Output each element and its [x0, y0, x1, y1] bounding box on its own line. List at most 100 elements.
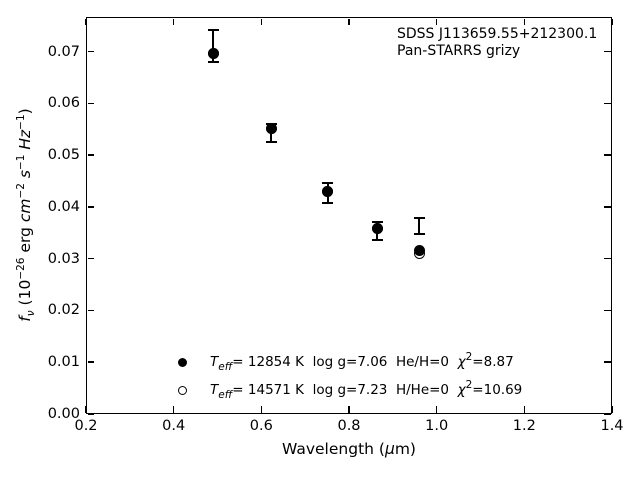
x-tick-label: 0.6	[249, 418, 273, 434]
error-bar	[418, 217, 421, 235]
y-axis-unit-text: (10	[16, 279, 34, 311]
y-tick-label: 0.07	[47, 43, 80, 60]
x-tick	[348, 406, 350, 413]
error-bar-cap-top	[413, 216, 425, 219]
data-point-filled-circle	[265, 123, 277, 135]
exponent-1b: −1	[15, 114, 27, 130]
chi-symbol: χ	[457, 382, 466, 398]
y-tick-right	[604, 309, 611, 312]
cm-text: cm	[16, 198, 34, 223]
chi-exponent: 2	[465, 351, 473, 363]
error-bar	[212, 29, 215, 63]
nu-subscript: ν	[25, 310, 37, 317]
error-bar-cap-top	[207, 28, 219, 31]
x-tick-label: 0.2	[74, 418, 98, 434]
y-tick-right	[604, 50, 611, 53]
x-tick-label: 0.8	[337, 418, 361, 434]
y-tick-label: 0.05	[47, 147, 80, 164]
y-tick	[87, 257, 94, 260]
teff-subscript: eff	[218, 361, 233, 373]
annotation-survey-name: Pan-STARRS grizy	[397, 43, 521, 59]
teff-symbol: T	[210, 354, 219, 370]
y-tick-label: 0.01	[47, 354, 80, 371]
x-tick-label: 0.4	[162, 418, 186, 434]
y-tick-right	[604, 102, 611, 105]
model2-params: = 14571 K log g=7.23 H/He=0	[232, 382, 458, 398]
x-tick-top	[523, 18, 526, 25]
error-bar-cap-bottom	[265, 141, 277, 144]
x-tick-label: 1.0	[425, 418, 449, 434]
x-tick	[260, 406, 263, 413]
y-axis-close-paren: )	[16, 108, 34, 115]
y-tick	[87, 309, 94, 312]
x-axis-label: Wavelength (μm)	[86, 440, 612, 458]
y-tick-label: 0.03	[47, 250, 80, 267]
x-tick-top	[348, 18, 350, 25]
chi-symbol: χ	[457, 354, 466, 370]
error-bar-cap-bottom	[413, 233, 425, 236]
model1-params: = 12854 K log g=7.06 He/H=0	[232, 354, 458, 370]
y-tick-label: 0.04	[47, 198, 80, 215]
x-axis-label-unit: m)	[394, 440, 416, 458]
data-point-filled-circle	[413, 245, 425, 257]
x-tick	[435, 406, 438, 413]
exponent-2: −2	[15, 183, 27, 199]
x-tick-label: 1.4	[600, 418, 624, 434]
error-bar-cap-bottom	[207, 61, 219, 64]
erg-text: erg	[16, 222, 34, 258]
error-bar-cap-top	[322, 181, 334, 184]
x-axis-label-text: Wavelength (	[282, 440, 385, 458]
annotation: SDSS J113659.55+212300.1 Pan-STARRS griz…	[397, 26, 597, 60]
error-bar-cap-bottom	[371, 238, 383, 241]
x-tick	[172, 406, 175, 413]
y-tick-label: 0.06	[47, 95, 80, 112]
legend-row-model1: Teff= 12854 K log g=7.06 He/H=0 χ2=8.87	[178, 348, 522, 376]
x-tick-top	[172, 18, 175, 25]
x-tick-top	[260, 18, 263, 25]
y-tick	[87, 102, 94, 105]
y-tick-right	[604, 413, 611, 415]
x-tick-top	[85, 18, 87, 25]
error-bar-cap-top	[371, 220, 383, 223]
legend-model2-label: Teff= 14571 K log g=7.23 H/He=0 χ2=10.69	[210, 379, 522, 401]
legend-row-model2: Teff= 14571 K log g=7.23 H/He=0 χ2=10.69	[178, 376, 522, 404]
y-tick	[87, 50, 94, 53]
data-point-filled-circle	[322, 185, 334, 197]
exponent-1a: −1	[15, 154, 27, 171]
y-tick-label: 0.02	[47, 302, 80, 319]
plot-area	[86, 17, 612, 414]
y-tick-right	[604, 206, 611, 208]
f-symbol: f	[16, 316, 34, 322]
mu-symbol: μ	[384, 440, 395, 458]
teff-symbol: T	[210, 382, 219, 398]
y-tick	[87, 154, 94, 156]
data-point-filled-circle	[207, 48, 219, 60]
x-tick-top	[611, 18, 613, 25]
model1-chi2-value: =8.87	[472, 354, 514, 370]
teff-subscript: eff	[218, 389, 233, 401]
y-tick	[87, 413, 94, 415]
filled-circle-icon	[178, 357, 187, 367]
x-tick	[85, 406, 87, 413]
error-bar-cap-bottom	[322, 202, 334, 205]
hz-text: Hz	[16, 129, 34, 155]
y-tick-label: 0.00	[47, 406, 80, 422]
data-point-filled-circle	[371, 223, 383, 235]
y-tick	[87, 206, 94, 208]
open-circle-icon	[178, 385, 187, 395]
exponent-26: −26	[15, 257, 27, 280]
x-tick-top	[435, 18, 438, 25]
y-tick	[87, 361, 94, 363]
y-tick-right	[604, 361, 611, 363]
x-tick	[611, 406, 613, 413]
annotation-object-name: SDSS J113659.55+212300.1	[397, 26, 598, 42]
chi-exponent: 2	[465, 379, 473, 391]
legend: Teff= 12854 K log g=7.06 He/H=0 χ2=8.87 …	[178, 348, 522, 404]
y-axis-label: fν (10−26 erg cm−2 s−1 Hz−1)	[15, 15, 37, 415]
legend-model1-label: Teff= 12854 K log g=7.06 He/H=0 χ2=8.87	[210, 351, 514, 373]
x-tick-label: 1.2	[512, 418, 536, 434]
x-tick	[523, 406, 526, 413]
model2-chi2-value: =10.69	[472, 382, 523, 398]
s-text: s	[16, 170, 34, 184]
